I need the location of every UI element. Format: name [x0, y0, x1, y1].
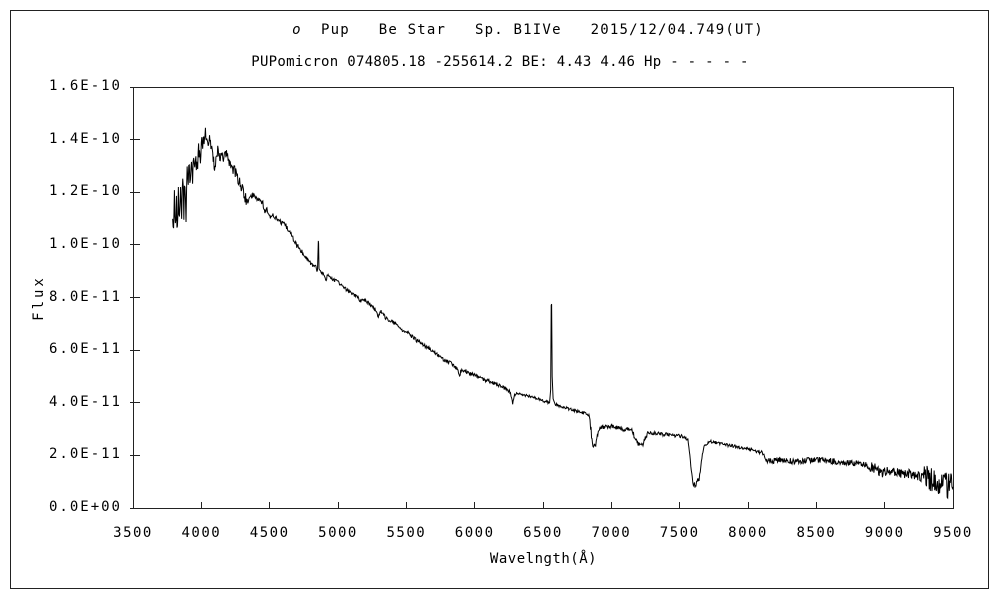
plot-area: [133, 87, 954, 509]
y-tick-label: 1.4E-10: [48, 130, 122, 147]
spectrum-polyline: [172, 127, 954, 500]
y-tick-mark: [130, 86, 140, 88]
y-tick-mark: [130, 297, 140, 298]
x-tick-label: 8500: [796, 525, 837, 541]
x-tick-label: 7500: [659, 525, 700, 541]
y-tick-mark: [130, 454, 140, 456]
x-tick-mark: [474, 502, 476, 508]
y-tick-label: 1.0E-10: [48, 235, 122, 252]
x-tick-label: 4500: [249, 525, 290, 541]
x-tick-label: 6500: [523, 525, 563, 541]
x-tick-mark: [132, 502, 134, 508]
y-tick-mark: [130, 349, 140, 351]
x-tick-label: 9500: [933, 525, 973, 541]
y-tick-label: 8.0E-11: [48, 288, 122, 305]
chart-subtitle: PUPomicron 074805.18 -255614.2 BE: 4.43 …: [251, 54, 749, 70]
y-tick-mark: [130, 191, 140, 193]
y-tick-mark: [130, 507, 140, 509]
x-tick-mark: [952, 502, 954, 508]
x-tick-label: 9000: [864, 525, 905, 541]
x-tick-mark: [200, 502, 202, 508]
x-tick-mark: [610, 502, 612, 508]
y-tick-label: 0.0E+00: [48, 499, 122, 515]
chart-title: o Pup Be Star Sp. B1IVe 2015/12/04.749(U…: [56, 22, 1000, 38]
x-tick-label: 4000: [181, 525, 222, 541]
y-tick-mark: [130, 244, 140, 246]
y-tick-mark: [130, 402, 140, 404]
x-tick-label: 6000: [454, 525, 495, 541]
chart-title-text: Pup Be Star Sp. B1IVe 2015/12/04.749(UT): [301, 22, 764, 38]
x-tick-mark: [542, 502, 544, 508]
y-tick-label: 2.0E-11: [48, 446, 122, 463]
y-tick-mark: [130, 139, 140, 141]
x-tick-mark: [269, 502, 271, 508]
x-tick-label: 5500: [386, 525, 427, 541]
x-tick-mark: [679, 502, 681, 508]
x-axis-title: Wavelngth(Å): [489, 551, 598, 567]
x-tick-label: 5000: [318, 525, 358, 541]
y-tick-label: 1.2E-10: [48, 183, 122, 200]
x-tick-mark: [884, 502, 886, 508]
x-tick-mark: [747, 502, 749, 508]
x-tick-mark: [405, 502, 407, 508]
y-tick-label: 6.0E-11: [48, 341, 122, 358]
x-tick-label: 8000: [728, 525, 768, 541]
y-tick-label: 4.0E-11: [48, 393, 122, 410]
star-designation-italic: o: [292, 22, 302, 38]
x-tick-mark: [815, 502, 817, 508]
x-tick-label: 3500: [113, 525, 153, 541]
x-tick-label: 7000: [591, 525, 632, 541]
x-tick-mark: [337, 502, 339, 508]
chart-outer-border: [10, 10, 989, 589]
y-tick-label: 1.6E-10: [48, 78, 122, 94]
